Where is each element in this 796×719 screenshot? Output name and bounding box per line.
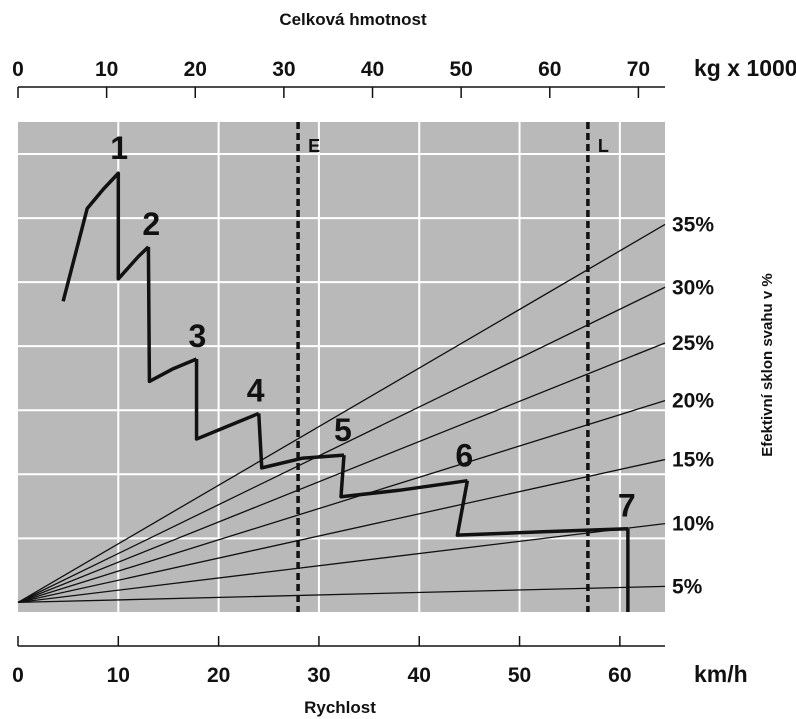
top-axis-ticks: 0 10 20 30 40 50 60 70 — [12, 58, 650, 98]
gear-curves: 1 2 3 4 5 6 7 — [61, 130, 636, 612]
gear-curve — [194, 358, 260, 441]
gear-curve — [146, 246, 198, 384]
gear-label: 4 — [247, 372, 265, 408]
bottom-tick-label: 50 — [508, 664, 531, 687]
marker-label: E — [308, 136, 320, 156]
gear-curve — [256, 413, 345, 470]
top-tick-label: 50 — [449, 58, 472, 81]
gear-label: 3 — [189, 318, 207, 354]
bottom-axis: 0 10 20 30 40 50 60 km/h Rychlost — [12, 636, 748, 717]
slope-label: 30% — [672, 276, 714, 299]
slope-line — [17, 585, 666, 604]
top-tick-label: 0 — [12, 58, 24, 81]
top-axis: Celková hmotnost 0 10 20 30 40 50 60 70 kg x 10… — [12, 10, 796, 98]
slope-line — [17, 400, 666, 604]
top-tick-label: 30 — [272, 58, 295, 81]
plot-area: E L 1 2 3 4 5 6 7 — [17, 122, 666, 612]
slope-label: 35% — [672, 213, 714, 236]
bottom-axis-unit: km/h — [694, 661, 748, 687]
gear-label: 2 — [142, 206, 160, 242]
slope-line — [17, 223, 666, 603]
gear-label: 5 — [334, 412, 352, 448]
gear-curve — [61, 171, 150, 302]
top-axis-unit: kg x 1000 — [694, 55, 796, 81]
slope-labels: 5% 10% 15% 20% 25% 30% 35% — [672, 213, 714, 598]
right-axis-title: Efektivní sklon svahu v % — [759, 273, 776, 456]
gear-curve — [455, 480, 628, 537]
grid — [18, 122, 665, 612]
slope-label: 10% — [672, 513, 714, 536]
top-tick-label: 20 — [184, 58, 207, 81]
gear-curve — [339, 454, 468, 499]
bottom-tick-label: 0 — [12, 664, 24, 687]
slope-line — [17, 522, 666, 604]
top-tick-label: 70 — [627, 58, 650, 81]
top-axis-title: Celková hmotnost — [279, 10, 427, 29]
slope-line — [17, 286, 666, 603]
gear-label: 7 — [618, 488, 636, 524]
top-tick-label: 40 — [361, 58, 384, 81]
bottom-tick-label: 60 — [608, 664, 631, 687]
bottom-tick-label: 40 — [408, 664, 431, 687]
slope-label: 5% — [672, 575, 703, 598]
bottom-tick-label: 30 — [307, 664, 330, 687]
gear-label: 6 — [455, 438, 473, 474]
slope-line — [17, 458, 666, 604]
slope-label: 15% — [672, 449, 714, 472]
slope-label: 25% — [672, 332, 714, 355]
bottom-axis-ticks: 0 10 20 30 40 50 60 — [12, 636, 632, 687]
bottom-tick-label: 10 — [107, 664, 130, 687]
top-tick-label: 10 — [95, 58, 118, 81]
slope-lines — [17, 223, 666, 604]
top-tick-label: 60 — [538, 58, 561, 81]
bottom-tick-label: 20 — [207, 664, 230, 687]
marker-label: L — [598, 136, 609, 156]
slope-label: 20% — [672, 390, 714, 413]
bottom-axis-title: Rychlost — [304, 698, 376, 717]
gear-label: 1 — [110, 130, 128, 166]
